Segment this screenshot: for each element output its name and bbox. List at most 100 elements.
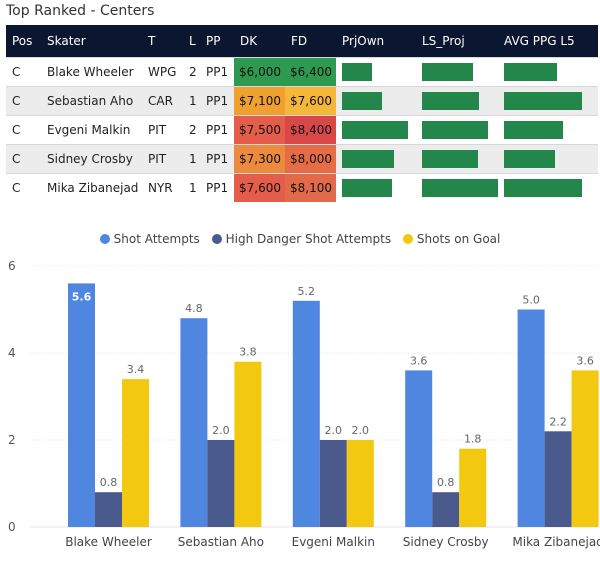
x-tick-label: Blake Wheeler	[65, 535, 152, 549]
cell-pp: PP1	[200, 115, 234, 145]
cell-avg-ppg-bar	[498, 86, 598, 116]
avg-ppg-bar	[504, 150, 555, 168]
cell-prjown-bar	[336, 86, 416, 116]
data-label: 2.0	[352, 424, 370, 437]
cell-dk-salary: $7,500	[234, 115, 285, 145]
bar-shot-attempts	[292, 300, 320, 527]
cell-skater: Sebastian Aho	[41, 86, 142, 116]
cell-line: 2	[183, 115, 200, 145]
bar-shot-attempts	[68, 283, 95, 527]
col-header-dk[interactable]: DK	[234, 25, 285, 58]
table-row[interactable]: C Mika Zibanejad NYR 1 PP1 $7,600 $8,100	[6, 173, 598, 202]
cell-pos: C	[6, 86, 41, 116]
cell-ls-proj-bar	[416, 173, 498, 202]
data-label: 3.6	[576, 354, 594, 367]
cell-pos: C	[6, 115, 41, 145]
cell-pp: PP1	[200, 144, 234, 174]
prjown-bar	[342, 179, 392, 197]
page-title: Top Ranked - Centers	[6, 3, 155, 19]
cell-dk-salary: $7,300	[234, 144, 285, 174]
col-header-pp[interactable]: PP	[200, 25, 234, 58]
x-tick-label: Evgeni Malkin	[292, 535, 375, 549]
bar-high-danger-shot-attempts	[432, 492, 460, 527]
y-tick-label: 6	[8, 259, 16, 273]
col-header-ls-proj[interactable]: LS_Proj	[416, 25, 498, 58]
ls-proj-bar	[422, 92, 479, 110]
cell-team: WPG	[142, 57, 183, 87]
legend-item-shots-on-goal[interactable]: Shots on Goal	[402, 232, 500, 246]
data-label: 2.2	[549, 415, 567, 428]
legend-item-high-danger[interactable]: High Danger Shot Attempts	[211, 232, 392, 246]
cell-pos: C	[6, 173, 41, 202]
avg-ppg-bar	[504, 63, 557, 81]
legend-item-shot-attempts[interactable]: Shot Attempts	[99, 232, 200, 246]
data-label: 2.0	[325, 424, 343, 437]
cell-team: CAR	[142, 86, 183, 116]
cell-avg-ppg-bar	[498, 144, 598, 174]
data-label: 4.8	[185, 302, 203, 315]
cell-line: 1	[183, 144, 200, 174]
col-header-line[interactable]: L	[183, 25, 200, 58]
table-row[interactable]: C Evgeni Malkin PIT 2 PP1 $7,500 $8,400	[6, 115, 598, 145]
prjown-bar	[342, 63, 372, 81]
avg-ppg-bar	[504, 179, 582, 197]
legend-label: High Danger Shot Attempts	[225, 232, 392, 246]
data-label: 1.8	[464, 433, 482, 446]
legend-dot-icon	[402, 234, 413, 244]
cell-ls-proj-bar	[416, 57, 498, 87]
cell-dk-salary: $7,600	[234, 173, 285, 202]
ls-proj-bar	[422, 179, 498, 197]
chart-legend: Shot Attempts High Danger Shot Attempts …	[0, 232, 600, 246]
bar-shots-on-goal	[346, 440, 374, 527]
cell-ls-proj-bar	[416, 115, 498, 145]
cell-fd-salary: $8,400	[285, 115, 336, 145]
cell-dk-salary: $6,000	[234, 57, 285, 87]
table-row[interactable]: C Sebastian Aho CAR 1 PP1 $7,100 $7,600	[6, 86, 598, 116]
cell-team: NYR	[142, 173, 183, 202]
cell-pos: C	[6, 144, 41, 174]
ls-proj-bar	[422, 63, 473, 81]
bar-shots-on-goal	[459, 448, 487, 527]
prjown-bar	[342, 92, 382, 110]
bar-high-danger-shot-attempts	[207, 440, 235, 527]
cell-fd-salary: $8,000	[285, 144, 336, 174]
col-header-pos[interactable]: Pos	[6, 25, 41, 58]
x-tick-label: Mika Zibanejad	[512, 535, 600, 549]
cell-line: 2	[183, 57, 200, 87]
cell-skater: Blake Wheeler	[41, 57, 142, 87]
data-label: 3.6	[410, 354, 428, 367]
cell-line: 1	[183, 86, 200, 116]
col-header-team[interactable]: T	[142, 25, 183, 58]
cell-team: PIT	[142, 115, 183, 145]
cell-fd-salary: $8,100	[285, 173, 336, 202]
cell-ls-proj-bar	[416, 86, 498, 116]
data-label: 5.2	[298, 285, 316, 298]
data-label: 2.0	[212, 424, 230, 437]
col-header-prjown[interactable]: PrjOwn	[336, 25, 416, 58]
x-tick-label: Sidney Crosby	[403, 535, 489, 549]
prjown-bar	[342, 121, 408, 139]
bar-shots-on-goal	[571, 370, 599, 527]
bar-high-danger-shot-attempts	[95, 492, 122, 527]
data-label: 3.8	[239, 346, 257, 359]
x-tick-label: Sebastian Aho	[178, 535, 264, 549]
data-label: 0.8	[437, 476, 455, 489]
col-header-skater[interactable]: Skater	[41, 25, 142, 58]
col-header-fd[interactable]: FD	[285, 25, 336, 58]
cell-skater: Evgeni Malkin	[41, 115, 142, 145]
table-row[interactable]: C Blake Wheeler WPG 2 PP1 $6,000 $6,400	[6, 57, 598, 87]
cell-prjown-bar	[336, 144, 416, 174]
data-label: 0.8	[100, 476, 118, 489]
ls-proj-bar	[422, 150, 478, 168]
bar-high-danger-shot-attempts	[319, 440, 347, 527]
bar-shots-on-goal	[122, 379, 149, 527]
cell-fd-salary: $7,600	[285, 86, 336, 116]
col-header-avg-ppg[interactable]: AVG PPG L5	[498, 25, 598, 58]
y-tick-label: 4	[8, 346, 16, 360]
table-header-row: Pos Skater T L PP DK FD PrjOwn LS_Proj A…	[6, 25, 598, 58]
cell-avg-ppg-bar	[498, 115, 598, 145]
legend-label: Shot Attempts	[113, 232, 200, 246]
data-label: 5.0	[522, 294, 540, 307]
cell-avg-ppg-bar	[498, 173, 598, 202]
table-row[interactable]: C Sidney Crosby PIT 1 PP1 $7,300 $8,000	[6, 144, 598, 174]
